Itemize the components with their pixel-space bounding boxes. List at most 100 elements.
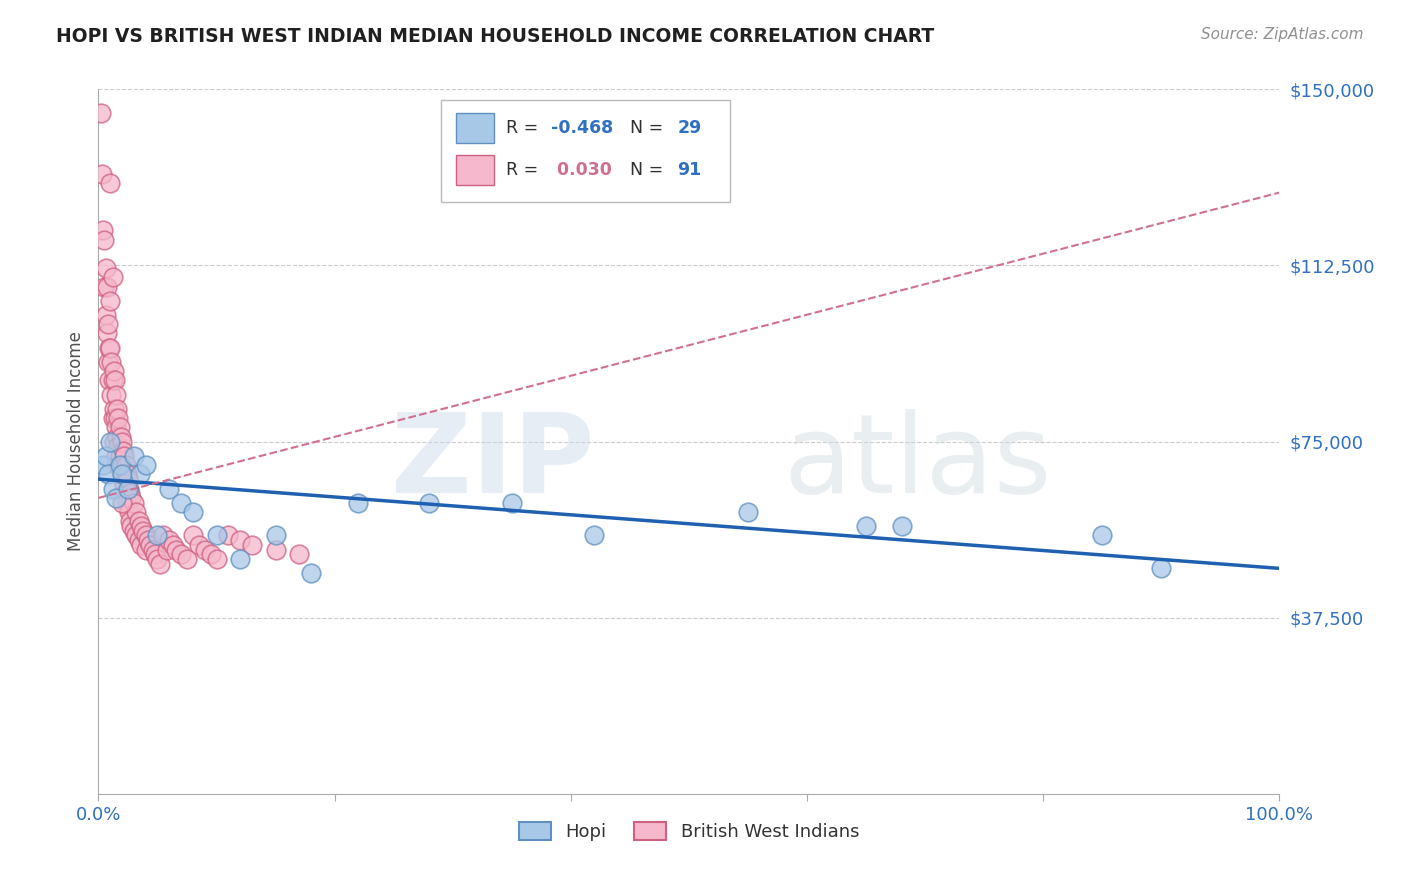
Text: HOPI VS BRITISH WEST INDIAN MEDIAN HOUSEHOLD INCOME CORRELATION CHART: HOPI VS BRITISH WEST INDIAN MEDIAN HOUSE…: [56, 27, 935, 45]
Point: [101, 482, 124, 496]
Point: [122, 449, 145, 463]
Point: [170, 547, 193, 561]
Point: [132, 524, 155, 538]
Point: [229, 533, 252, 548]
Point: [217, 528, 239, 542]
Point: [105, 430, 128, 444]
Point: [111, 495, 134, 509]
Point: [125, 505, 148, 519]
Point: [120, 486, 142, 500]
Point: [103, 401, 125, 416]
Point: [121, 491, 143, 505]
Point: [128, 515, 150, 529]
Point: [129, 538, 152, 552]
Point: [98, 176, 121, 190]
Point: [103, 364, 125, 378]
Legend: Hopi, British West Indians: Hopi, British West Indians: [512, 815, 866, 848]
Text: N =: N =: [630, 119, 669, 137]
Point: [128, 467, 150, 482]
Point: [737, 505, 759, 519]
Point: [120, 515, 142, 529]
Point: [139, 538, 162, 552]
Point: [1091, 528, 1114, 542]
Point: [418, 495, 440, 509]
Point: [347, 495, 370, 509]
Point: [890, 519, 912, 533]
Point: [114, 458, 136, 472]
Point: [98, 293, 121, 308]
Text: Source: ZipAtlas.com: Source: ZipAtlas.com: [1201, 27, 1364, 42]
Text: -0.468: -0.468: [551, 119, 613, 137]
Point: [91, 458, 114, 472]
Point: [156, 542, 179, 557]
Point: [110, 458, 132, 472]
Point: [112, 449, 135, 463]
FancyBboxPatch shape: [457, 155, 494, 185]
Point: [143, 547, 166, 561]
Point: [104, 411, 127, 425]
Text: 29: 29: [678, 119, 702, 137]
Text: 91: 91: [678, 161, 702, 179]
Point: [149, 557, 172, 571]
Point: [97, 354, 120, 368]
Point: [101, 411, 124, 425]
Point: [117, 482, 139, 496]
Point: [135, 542, 157, 557]
Point: [98, 374, 121, 388]
Point: [135, 458, 157, 472]
Y-axis label: Median Household Income: Median Household Income: [66, 332, 84, 551]
Point: [125, 528, 148, 542]
Point: [98, 341, 121, 355]
Point: [110, 430, 132, 444]
Point: [176, 552, 198, 566]
FancyBboxPatch shape: [457, 113, 494, 143]
Point: [91, 167, 114, 181]
Point: [115, 495, 138, 509]
Point: [111, 467, 134, 482]
Point: [97, 317, 120, 331]
Point: [94, 260, 117, 275]
Point: [146, 528, 169, 542]
Point: [118, 482, 141, 496]
Point: [1150, 561, 1173, 575]
Point: [98, 341, 121, 355]
Point: [96, 279, 118, 293]
Point: [129, 519, 152, 533]
Point: [112, 476, 135, 491]
Point: [105, 491, 128, 505]
Point: [114, 486, 136, 500]
Point: [264, 542, 287, 557]
FancyBboxPatch shape: [441, 100, 730, 202]
Point: [97, 467, 120, 482]
Point: [111, 467, 134, 482]
Point: [108, 449, 131, 463]
Point: [187, 538, 209, 552]
Text: 0.030: 0.030: [551, 161, 612, 179]
Point: [205, 528, 228, 542]
Point: [229, 552, 252, 566]
Point: [117, 500, 139, 515]
Point: [122, 524, 145, 538]
Point: [200, 547, 222, 561]
Point: [108, 458, 131, 472]
Point: [117, 472, 139, 486]
Point: [264, 528, 287, 542]
Point: [142, 542, 165, 557]
Point: [152, 528, 174, 542]
Point: [118, 505, 141, 519]
Point: [105, 449, 128, 463]
Point: [111, 434, 134, 449]
Point: [170, 495, 193, 509]
Point: [136, 533, 159, 548]
Point: [181, 505, 204, 519]
Point: [146, 552, 169, 566]
Text: atlas: atlas: [783, 409, 1052, 516]
Point: [112, 472, 135, 486]
Point: [94, 449, 117, 463]
Point: [93, 279, 115, 293]
Point: [101, 374, 124, 388]
Point: [194, 542, 217, 557]
Point: [855, 519, 877, 533]
Point: [105, 387, 128, 401]
Point: [121, 519, 143, 533]
